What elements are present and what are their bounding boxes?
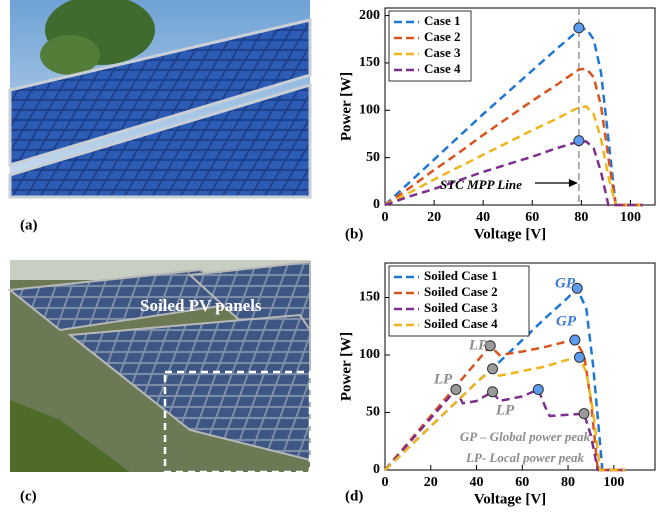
photo-a xyxy=(10,0,310,197)
legend-label: Soiled Case 4 xyxy=(424,316,498,331)
panel-label: (d) xyxy=(345,488,363,504)
y-tick-label: 0 xyxy=(373,462,380,477)
photo-c: Soiled PV panels xyxy=(10,260,310,472)
legend-label: Case 4 xyxy=(424,61,461,76)
peak-marker xyxy=(533,385,543,395)
peak-marker xyxy=(570,335,580,345)
x-tick-label: 40 xyxy=(476,210,490,225)
x-tick-label: 60 xyxy=(525,210,539,225)
annotation: GP xyxy=(555,275,576,291)
y-axis-label: Power [W] xyxy=(338,332,354,401)
panel-label: (b) xyxy=(345,226,363,242)
photo-annotation: Soiled PV panels xyxy=(140,296,262,315)
legend-label: Case 3 xyxy=(424,45,461,60)
x-tick-label: 60 xyxy=(515,475,529,490)
figure: Soiled PV panels (a) (c) 050100150200020… xyxy=(0,0,660,514)
x-tick-label: 80 xyxy=(561,475,575,490)
peak-marker xyxy=(574,352,584,362)
legend-label: Soiled Case 1 xyxy=(424,268,498,283)
legend-label: Case 1 xyxy=(424,13,460,28)
annotation: LP xyxy=(468,337,488,353)
legend-label: Soiled Case 2 xyxy=(424,284,498,299)
peak-marker xyxy=(574,136,584,146)
x-tick-label: 0 xyxy=(382,475,389,490)
y-tick-label: 150 xyxy=(359,55,380,70)
x-tick-label: 80 xyxy=(574,210,588,225)
panel-label: (a) xyxy=(20,217,38,233)
x-tick-label: 100 xyxy=(620,210,641,225)
legend-label: Case 2 xyxy=(424,29,460,44)
annotation: LP xyxy=(495,402,515,418)
y-tick-label: 50 xyxy=(366,405,380,420)
y-axis-label: Power [W] xyxy=(338,72,354,141)
y-tick-label: 150 xyxy=(359,290,380,305)
annotation: GP – Global power peak xyxy=(460,429,591,444)
x-tick-label: 100 xyxy=(603,475,624,490)
annotation: LP xyxy=(433,371,453,387)
x-tick-label: 20 xyxy=(427,210,441,225)
annotation: LP- Local power peak xyxy=(465,450,585,465)
peak-marker xyxy=(451,385,461,395)
panel-label: (c) xyxy=(20,488,37,504)
peak-marker xyxy=(579,409,589,419)
annotation: GP xyxy=(556,313,577,329)
x-axis-label: Voltage [V] xyxy=(474,491,546,507)
peak-marker xyxy=(574,23,584,33)
x-tick-label: 40 xyxy=(470,475,484,490)
y-tick-label: 0 xyxy=(373,197,380,212)
x-tick-label: 20 xyxy=(424,475,438,490)
annotation: STC MPP Line xyxy=(440,177,522,192)
x-axis-label: Voltage [V] xyxy=(474,226,546,242)
y-tick-label: 50 xyxy=(366,150,380,165)
x-tick-label: 0 xyxy=(382,210,389,225)
y-tick-label: 100 xyxy=(359,103,380,118)
peak-marker xyxy=(488,364,498,374)
peak-marker xyxy=(488,387,498,397)
y-tick-label: 100 xyxy=(359,347,380,362)
legend-label: Soiled Case 3 xyxy=(424,300,498,315)
y-tick-label: 200 xyxy=(359,8,380,23)
